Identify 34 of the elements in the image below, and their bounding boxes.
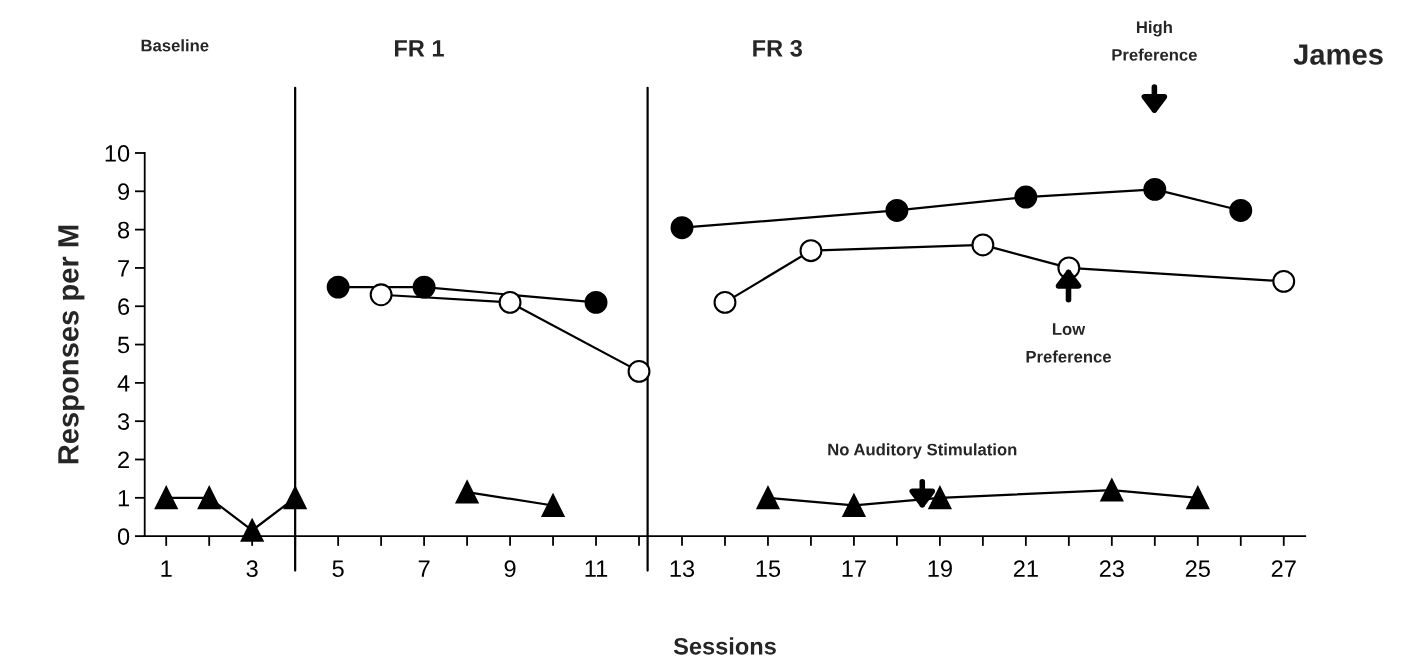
y-tick-label: 7 — [118, 260, 129, 277]
text: Baseline — [141, 39, 209, 52]
chart-title: James — [1293, 44, 1383, 65]
y-axis-title: Responses per M — [58, 225, 85, 464]
annotation: Low Preference — [1026, 323, 1112, 363]
y-tick-label: 1 — [118, 490, 129, 507]
x-tick-label: 13 — [670, 560, 695, 578]
x-tick-label: 25 — [1185, 560, 1210, 578]
y-tick-label: 9 — [118, 183, 130, 201]
x-tick-label: 7 — [418, 560, 430, 577]
y-tick-label: 3 — [117, 413, 130, 430]
text: FR 1 — [394, 40, 444, 57]
y-tick-label: 6 — [118, 298, 130, 316]
y-tick-label: 2 — [118, 451, 129, 469]
x-tick-label: 17 — [842, 560, 866, 577]
x-tick-label: 1 — [161, 560, 172, 577]
x-tick-label: 15 — [756, 560, 781, 578]
y-tick-label: 4 — [117, 375, 130, 392]
y-tick-label: 10 — [105, 145, 130, 162]
x-tick-label: 9 — [504, 560, 516, 578]
x-tick-label: 19 — [928, 560, 952, 578]
text: High Preference — [1112, 20, 1197, 61]
annotation: No Auditory Stimulation — [828, 443, 1017, 459]
x-tick-label: 5 — [332, 560, 344, 578]
y-tick-label: 5 — [117, 336, 130, 354]
x-tick-label: 11 — [585, 560, 608, 577]
x-tick-label: 23 — [1099, 560, 1124, 578]
x-axis-title: Sessions — [673, 637, 776, 655]
x-tick-label: 27 — [1271, 560, 1296, 577]
text: FR 3 — [753, 39, 802, 57]
x-tick-label: 3 — [246, 560, 258, 578]
x-tick-label: 21 — [1013, 560, 1038, 577]
y-tick-label: 8 — [118, 221, 130, 239]
y-tick-label: 0 — [117, 528, 130, 545]
